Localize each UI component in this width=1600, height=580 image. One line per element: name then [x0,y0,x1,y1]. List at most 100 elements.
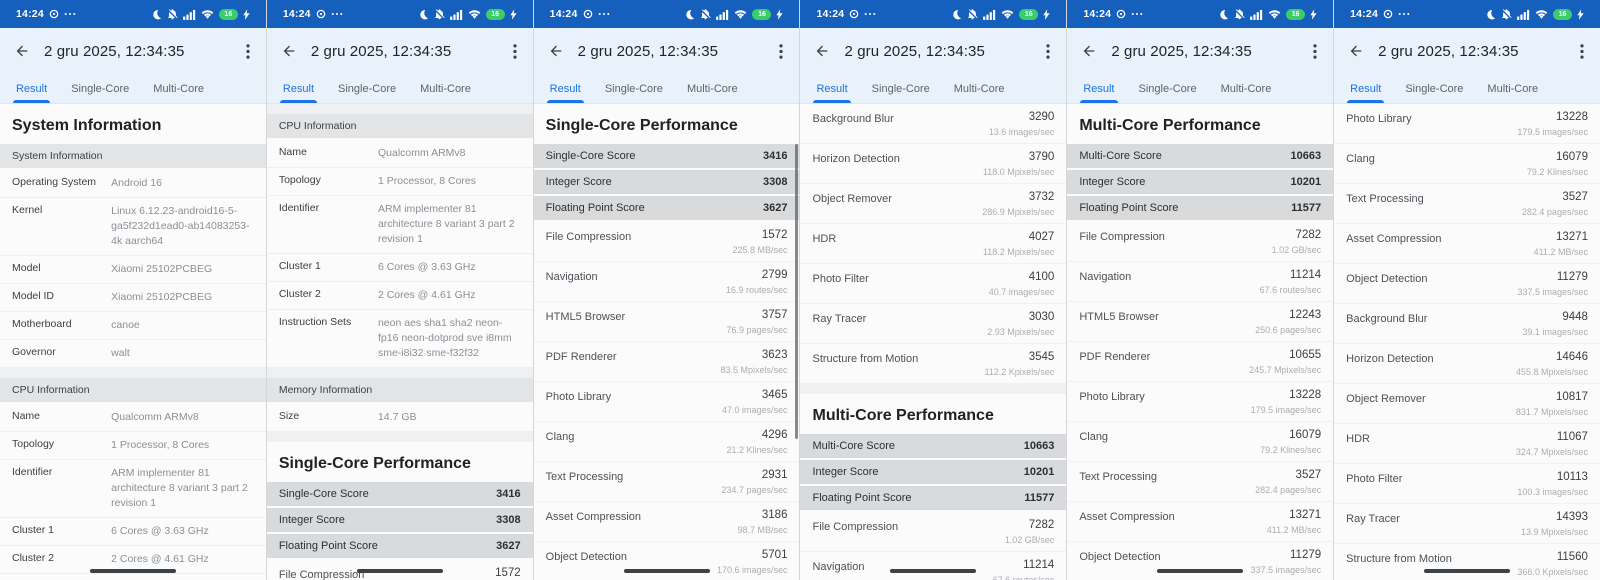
overflow-menu-button[interactable] [1578,42,1586,61]
benchmark-row: Navigation 11214 67.6 routes/sec [1067,262,1334,302]
gesture-navigation-handle[interactable] [1424,569,1511,573]
tab-single-core[interactable]: Single-Core [1405,82,1464,95]
benchmark-row: Text Processing 3527 282.4 pages/sec [1334,184,1600,224]
signal-icon [182,9,196,20]
info-value: Qualcomm ARMv8 [377,147,466,159]
tab-single-core[interactable]: Single-Core [1138,82,1197,95]
tab-result[interactable]: Result [1347,74,1385,103]
benchmark-label: Ray Tracer [1346,513,1400,525]
overflow-menu-button[interactable] [244,42,252,61]
tab-result[interactable]: Result [813,74,851,103]
benchmark-row: Text Processing 2931 234.7 pages/sec [533,462,800,502]
info-label: Cluster 1 [278,260,321,272]
gesture-navigation-handle[interactable] [1157,569,1244,573]
overflow-menu-button[interactable] [511,42,519,61]
app-header: 2 gru 2025, 12:34:35 [533,28,800,74]
tab-multi-core[interactable]: Multi-Core [1487,82,1539,95]
benchmark-result: 3186 98.7 MB/sec [737,509,787,535]
gesture-navigation-handle[interactable] [356,569,443,573]
notification-circle-icon [1116,9,1126,19]
benchmark-unit: 67.6 routes/sec [1259,285,1322,295]
info-label: Cluster 2 [12,552,55,564]
benchmark-label: Object Detection [1346,273,1428,285]
benchmark-score: 2799 [761,269,788,281]
benchmark-unit: 411.2 MB/sec [1266,525,1322,535]
tab-result[interactable]: Result [546,74,585,103]
status-bar: 14:24 16 [1334,0,1600,28]
benchmark-row: Object Remover 10817 831.7 Mpixels/sec [1334,384,1600,424]
moon-icon [418,9,429,20]
moon-icon [1218,9,1229,20]
section-gap [266,368,533,378]
benchmark-score: 13271 [1289,509,1322,521]
back-button[interactable] [14,43,30,59]
tab-multi-core[interactable]: Multi-Core [686,82,738,95]
benchmark-score: 3623 [761,349,788,361]
tab-single-core[interactable]: Single-Core [871,82,930,95]
back-button[interactable] [1348,43,1364,59]
back-button[interactable] [814,43,830,59]
charging-icon [1310,8,1317,20]
info-value: walt [111,347,130,359]
gesture-navigation-handle[interactable] [89,569,176,573]
tab-bar: Result Single-Core Multi-Core [1334,74,1600,104]
gesture-navigation-handle[interactable] [623,569,710,573]
tab-single-core[interactable]: Single-Core [604,82,663,95]
benchmark-label: Background Blur [812,113,894,125]
tab-multi-core[interactable]: Multi-Core [420,82,471,95]
result-list: CPU Information Name Qualcomm ARMv8 Topolog… [266,104,533,580]
score-summary-row: Single-Core Score 3416 [533,144,800,170]
page-title: 2 gru 2025, 12:34:35 [310,42,452,60]
benchmark-score: 10817 [1555,391,1588,403]
info-row: Cluster 1 6 Cores @ 3.63 GHz [266,254,533,282]
result-list: Background Blur 3290 13.6 images/sec Horizo… [800,104,1067,580]
overflow-menu-button[interactable] [1044,42,1052,61]
benchmark-result: 14646 455.8 Mpixels/sec [1516,351,1588,377]
benchmark-unit: 118.2 Mpixels/sec [982,247,1055,257]
overflow-menu-button[interactable] [777,42,785,61]
section-gap [266,432,533,442]
benchmark-result: 3623 83.5 Mpixels/sec [720,349,787,375]
result-list: System Information System Information Oper… [0,104,266,580]
overflow-menu-button[interactable] [1311,42,1319,61]
tab-bar: Result Single-Core Multi-Core [266,74,533,104]
status-bar-left: 14:24 [283,8,343,20]
benchmark-score: 11279 [1290,549,1322,561]
tab-result[interactable]: Result [279,74,318,103]
score-label: Single-Core Score [545,150,636,162]
benchmark-label: Navigation [1079,271,1132,283]
notifications-off-icon [700,8,712,20]
tab-result[interactable]: Result [12,74,51,103]
gesture-navigation-handle[interactable] [890,569,977,573]
more-notifications-icon [1398,12,1410,16]
tab-multi-core[interactable]: Multi-Core [1220,82,1272,95]
tab-single-core[interactable]: Single-Core [338,82,397,95]
battery-indicator: 16 [218,8,238,20]
benchmark-score: 16079 [1555,151,1588,163]
tab-result[interactable]: Result [1080,74,1118,103]
back-button[interactable] [281,43,297,59]
tab-single-core[interactable]: Single-Core [71,82,130,95]
benchmark-unit: 79.2 Klines/sec [1526,167,1588,177]
benchmark-score: 1572 [495,567,521,579]
tab-multi-core[interactable]: Multi-Core [153,82,205,95]
scrollbar-thumb[interactable] [795,144,799,439]
tab-multi-core[interactable]: Multi-Core [953,82,1005,95]
info-value: Qualcomm ARMv8 [111,411,199,423]
benchmark-label: PDF Renderer [545,351,617,363]
info-value: 2 Cores @ 4.61 GHz [377,289,476,301]
notifications-off-icon [167,8,178,20]
info-row: Name Qualcomm ARMv8 [266,140,533,168]
benchmark-unit: 250.6 pages/sec [1255,325,1322,335]
back-button[interactable] [1081,43,1097,59]
back-button[interactable] [548,43,564,59]
benchmark-row: Text Processing 3527 282.4 pages/sec [1067,462,1334,502]
status-bar-left: 14:24 [816,8,876,20]
score-value: 3416 [496,488,521,500]
page-title: 2 gru 2025, 12:34:35 [844,42,985,60]
benchmark-row: Object Detection 11279 337.5 images/sec [1334,264,1600,304]
info-value: Android 16 [111,177,162,189]
info-row: Cluster 2 2 Cores @ 4.61 GHz [266,282,533,310]
notification-circle-icon [583,9,593,19]
benchmark-result: 16079 79.2 Klines/sec [1260,429,1321,455]
